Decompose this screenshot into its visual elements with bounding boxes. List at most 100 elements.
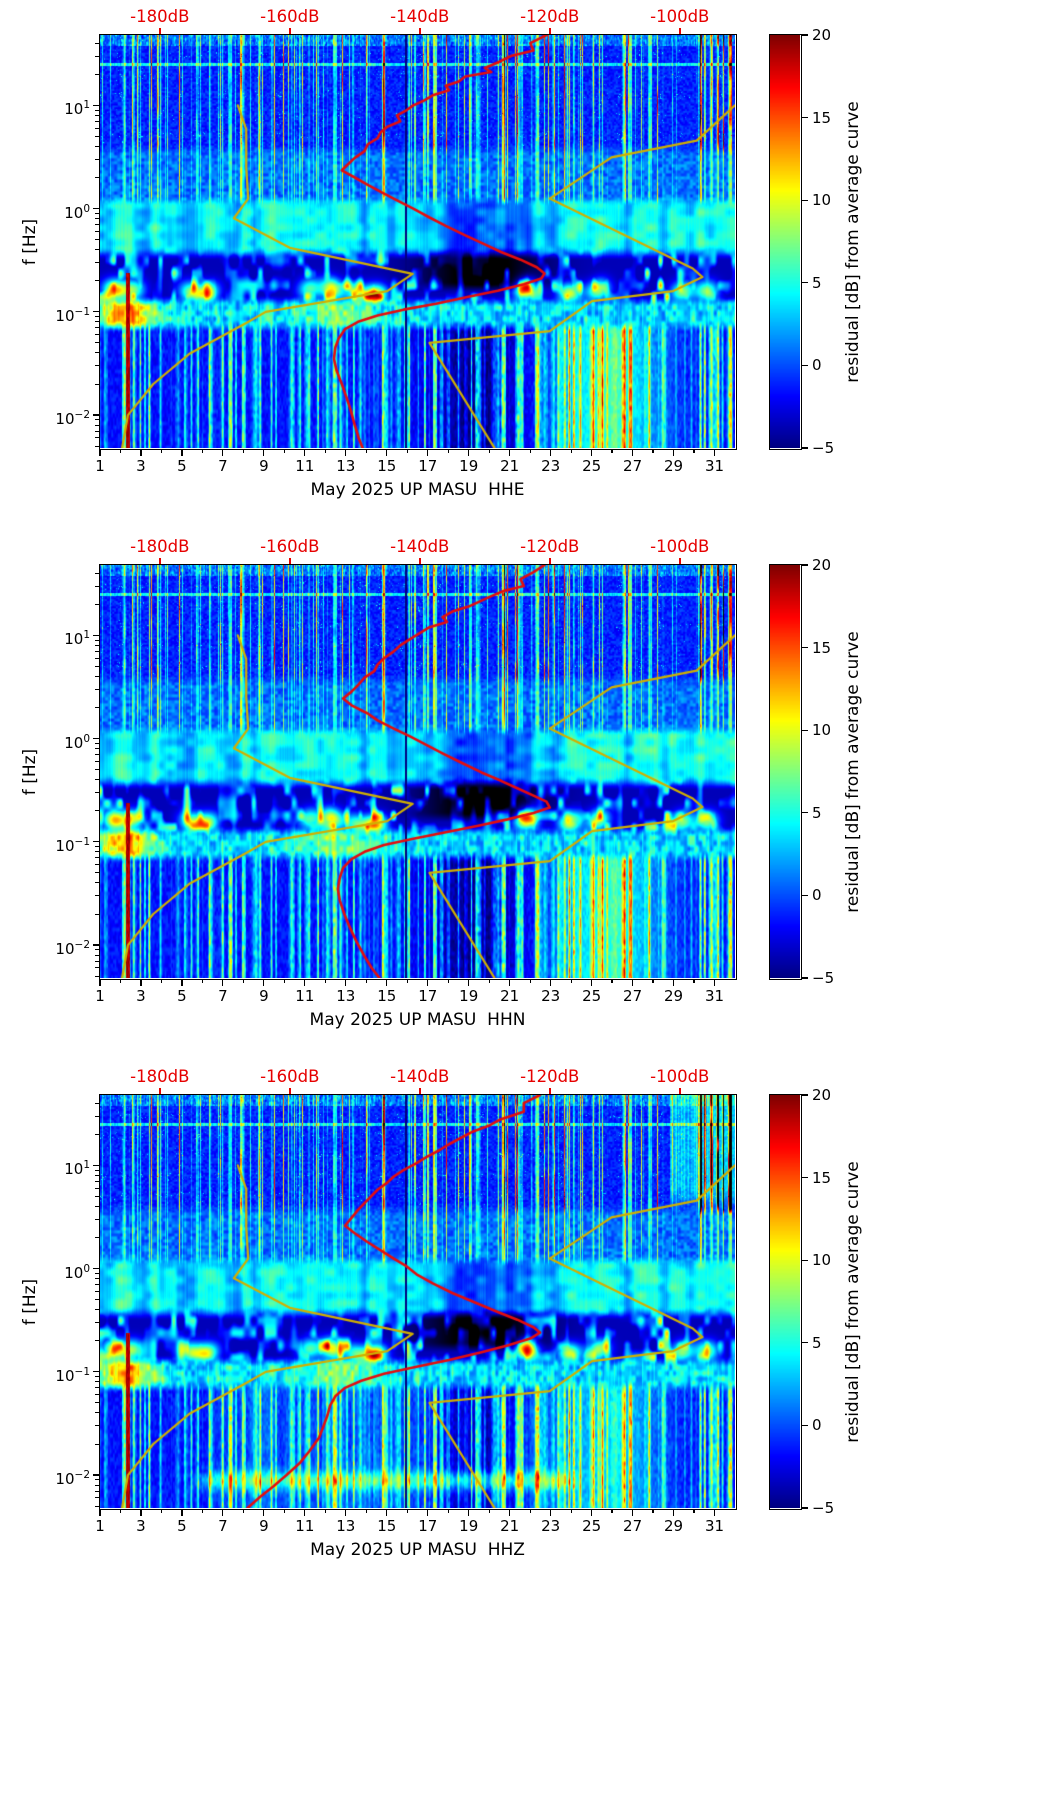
- colorbar-tick: [801, 1094, 808, 1096]
- x-tick: [631, 979, 634, 986]
- x-tick: [365, 449, 367, 453]
- y-minor-tick: [95, 1102, 99, 1104]
- x-tick-label: 17: [418, 1517, 438, 1535]
- x-tick-label: 19: [459, 1517, 479, 1535]
- x-tick-label: 3: [136, 987, 146, 1005]
- x-tick: [550, 449, 552, 456]
- x-tick: [672, 449, 675, 456]
- y-minor-tick: [95, 1340, 99, 1342]
- y-tick-label: 10−2: [55, 939, 90, 959]
- colorbar-frame: [768, 33, 802, 450]
- x-tick: [324, 979, 326, 983]
- y-tick-label: 101: [64, 1159, 90, 1179]
- spectrogram-canvas: [100, 1095, 735, 1508]
- x-tick-label: 29: [664, 1517, 684, 1535]
- x-tick: [713, 449, 716, 456]
- colorbar-tick-label: 10: [812, 191, 832, 210]
- x-tick: [304, 449, 306, 456]
- top-axis-tick: [419, 1088, 421, 1094]
- y-minor-tick: [95, 1394, 99, 1396]
- x-tick: [181, 449, 183, 456]
- top-axis-tick: [289, 28, 291, 34]
- y-minor-tick: [95, 1115, 99, 1117]
- plot-frame: [98, 1093, 737, 1510]
- y-minor-tick: [95, 688, 99, 690]
- x-tick: [365, 1509, 367, 1513]
- y-tick-label: 101: [64, 629, 90, 649]
- y-minor-tick: [95, 754, 99, 756]
- top-axis-tick: [679, 28, 681, 34]
- x-tick-label: 13: [336, 457, 356, 475]
- y-minor-tick: [95, 120, 99, 122]
- x-tick: [119, 979, 122, 983]
- top-axis-tick: [549, 1088, 551, 1094]
- x-tick: [611, 979, 613, 983]
- plot-frame: [98, 563, 737, 980]
- x-tick: [631, 449, 634, 456]
- top-axis-label: -180dB: [130, 7, 190, 26]
- y-minor-tick: [95, 342, 99, 344]
- x-tick: [242, 449, 244, 453]
- x-tick: [160, 1509, 163, 1513]
- colorbar-tick: [801, 647, 808, 649]
- x-tick: [631, 1509, 634, 1516]
- y-tick: [92, 1164, 99, 1166]
- y-minor-tick: [95, 1180, 99, 1182]
- top-axis-label: -100dB: [650, 1067, 710, 1086]
- x-tick-label: 15: [377, 457, 397, 475]
- y-minor-tick: [95, 1218, 99, 1220]
- y-tick: [92, 1267, 99, 1270]
- top-axis-label: -100dB: [650, 7, 710, 26]
- x-tick: [427, 979, 429, 986]
- y-tick: [92, 737, 99, 740]
- colorbar-tick: [801, 564, 808, 566]
- x-tick: [201, 1509, 203, 1513]
- colorbar-tick-label: 0: [812, 1416, 822, 1435]
- x-tick: [611, 1509, 613, 1513]
- x-tick-label: 13: [336, 987, 356, 1005]
- top-axis-tick: [159, 28, 161, 34]
- top-axis-tick: [419, 558, 421, 564]
- panel-title: May 2025 UP MASU HHE: [310, 480, 525, 500]
- y-tick: [92, 841, 99, 843]
- x-tick: [345, 979, 347, 986]
- y-minor-tick: [95, 127, 99, 129]
- top-axis-tick: [679, 558, 681, 564]
- top-axis-tick: [289, 1088, 291, 1094]
- y-minor-tick: [95, 810, 99, 812]
- x-tick: [201, 449, 203, 453]
- x-tick-label: 3: [136, 1517, 146, 1535]
- x-tick-label: 17: [418, 987, 438, 1005]
- colorbar-canvas: [770, 35, 800, 448]
- y-minor-tick: [95, 145, 99, 147]
- x-tick-label: 13: [336, 1517, 356, 1535]
- x-tick-label: 5: [177, 987, 187, 1005]
- y-minor-tick: [95, 109, 99, 111]
- y-minor-tick: [95, 224, 99, 226]
- colorbar-tick: [801, 199, 808, 201]
- x-tick: [242, 979, 244, 983]
- top-axis-label: -140dB: [390, 537, 450, 556]
- y-minor-tick: [95, 913, 99, 915]
- y-minor-tick: [95, 419, 99, 421]
- x-tick: [713, 1509, 716, 1516]
- colorbar-tick-label: 20: [812, 26, 832, 44]
- x-tick-label: 25: [582, 457, 602, 475]
- y-minor-tick: [95, 1174, 99, 1176]
- y-tick-label: 100: [64, 732, 90, 752]
- x-tick: [263, 979, 265, 986]
- y-tick-label: 10−2: [55, 409, 90, 429]
- y-minor-tick: [95, 135, 99, 137]
- colorbar-tick: [801, 729, 808, 731]
- colorbar-tick: [801, 894, 808, 896]
- top-axis-label: -160dB: [260, 7, 320, 26]
- x-tick: [222, 1509, 224, 1516]
- x-tick-label: 27: [623, 457, 643, 475]
- x-tick: [99, 1509, 101, 1516]
- colorbar-tick-label: 5: [812, 1333, 822, 1352]
- x-tick: [570, 449, 572, 453]
- x-tick-label: 3: [136, 457, 146, 475]
- y-minor-tick: [95, 864, 99, 866]
- x-tick: [263, 449, 265, 456]
